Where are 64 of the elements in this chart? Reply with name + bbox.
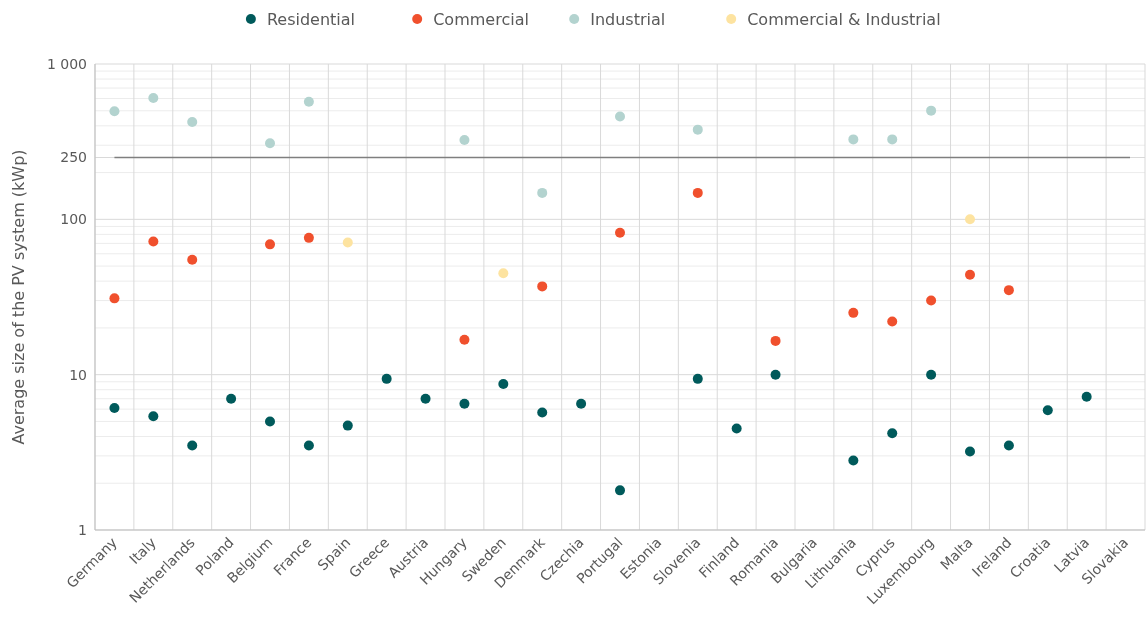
- point: [965, 269, 975, 280]
- point: [692, 373, 703, 384]
- point: [265, 416, 275, 427]
- point: [148, 93, 159, 104]
- point: [1042, 405, 1053, 416]
- point: [342, 237, 353, 248]
- point: [692, 187, 703, 198]
- point: [770, 335, 781, 346]
- point: [615, 111, 625, 122]
- point: [887, 428, 898, 439]
- point: [537, 407, 548, 418]
- point: [187, 117, 198, 128]
- point: [187, 254, 198, 265]
- point: [615, 227, 625, 238]
- y-axis-title: Average size of the PV system (kWp): [9, 149, 28, 445]
- point: [342, 420, 353, 431]
- point: [965, 446, 975, 457]
- point: [537, 281, 548, 292]
- point: [1003, 285, 1014, 296]
- point: [498, 379, 509, 390]
- legend-label: Industrial: [590, 9, 666, 29]
- point: [420, 393, 431, 404]
- point: [187, 440, 198, 451]
- point: [381, 373, 392, 384]
- point: [537, 187, 548, 198]
- point: [109, 403, 120, 414]
- point: [303, 96, 314, 107]
- point: [848, 455, 859, 466]
- point: [848, 134, 859, 145]
- point: [226, 393, 237, 404]
- point: [498, 268, 509, 279]
- point: [731, 423, 742, 434]
- point: [926, 369, 937, 380]
- point: [109, 293, 120, 304]
- point: [576, 398, 587, 409]
- point: [303, 232, 314, 243]
- point: [265, 138, 275, 149]
- point: [1003, 440, 1014, 451]
- point: [459, 334, 470, 345]
- point: [1081, 391, 1092, 402]
- point: [965, 214, 975, 225]
- point: [926, 295, 937, 306]
- point: [770, 369, 781, 380]
- y-tick-label: 250: [60, 149, 87, 166]
- point: [615, 485, 625, 496]
- point: [148, 236, 159, 247]
- legend-label: Commercial & Industrial: [747, 9, 941, 29]
- y-tick-label: 100: [60, 211, 87, 228]
- y-tick-label: 1 000: [46, 55, 87, 72]
- legend-label: Residential: [266, 9, 356, 29]
- point: [887, 316, 898, 327]
- point: [692, 124, 703, 135]
- point: [459, 398, 470, 409]
- point: [848, 307, 859, 318]
- point: [887, 134, 898, 145]
- point: [109, 106, 120, 117]
- point: [459, 135, 470, 146]
- point: [303, 440, 314, 451]
- point: [926, 105, 937, 116]
- legend-label: Commercial: [433, 9, 529, 29]
- y-tick-label: 1: [78, 521, 87, 538]
- y-tick-label: 10: [69, 366, 87, 383]
- point: [148, 411, 159, 422]
- point: [265, 239, 275, 250]
